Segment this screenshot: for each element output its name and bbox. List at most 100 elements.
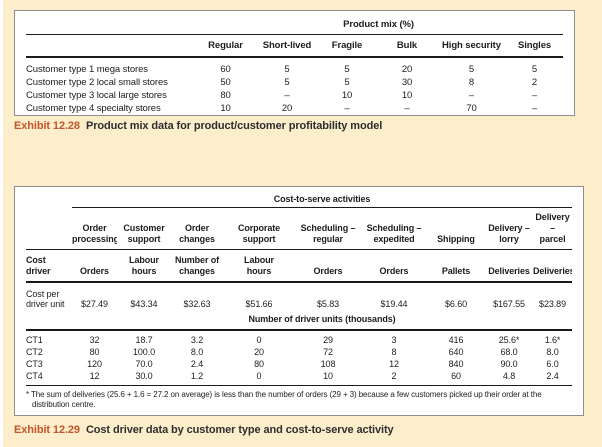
exhibit-caption-12-29: Exhibit 12.29 Cost driver data by custome… xyxy=(14,424,394,436)
value-cell: 10 xyxy=(220,103,231,114)
cost-to-serve-spanner: Cost-to-serve activities xyxy=(72,187,573,208)
cost-driver-unit: Orders xyxy=(295,249,361,283)
value-cell: 70 xyxy=(466,103,477,114)
value-cell: 416 xyxy=(448,335,464,345)
column-header: Regular xyxy=(194,34,257,58)
value-cell: $43.34 xyxy=(130,299,158,309)
cost-driver-unit: Deliveries xyxy=(485,249,533,283)
spanner-spacer xyxy=(26,11,194,35)
activity-header: Delivery – parcel xyxy=(533,207,573,250)
value-cell: 2.4 xyxy=(190,359,204,369)
table-row: CT2 80 100.0 8.0 20 72 8 640 68.0 8.0 xyxy=(26,346,572,358)
activity-header: Order changes xyxy=(171,207,223,250)
row-label: Customer type 3 local large stores xyxy=(26,90,167,101)
product-mix-table: Product mix (%) Regular Short-lived Frag… xyxy=(14,10,575,116)
table-row: Customer type 3 local large stores 80 – … xyxy=(26,89,563,102)
value-cell: 8.0 xyxy=(546,347,559,357)
cost-driver-unit: Number of changes xyxy=(171,249,223,283)
column-header: High security xyxy=(437,34,506,58)
cost-driver-label: Cost driver xyxy=(26,249,72,283)
value-cell: 50 xyxy=(220,77,231,88)
activity-header: Corporate support xyxy=(223,207,295,250)
cost-driver-unit: Orders xyxy=(72,249,117,283)
value-cell: 640 xyxy=(448,347,464,357)
value-cell: 5 xyxy=(344,64,350,75)
activity-header: Customer support xyxy=(117,207,171,250)
value-cell: 4.8 xyxy=(485,370,533,386)
cost-driver-unit: Pallets xyxy=(427,249,485,283)
product-mix-spanner: Product mix (%) xyxy=(194,11,564,35)
exhibit-number: Exhibit 12.28 xyxy=(14,120,80,132)
value-cell: 2 xyxy=(531,77,538,88)
value-cell: 12 xyxy=(72,370,117,386)
value-cell: – xyxy=(531,103,538,114)
row-label: CT1 xyxy=(26,335,43,345)
table-row: Customer type 2 local small stores 50 5 … xyxy=(26,76,563,89)
value-cell: – xyxy=(344,103,350,114)
activity-header: Shipping xyxy=(427,207,485,250)
value-cell: 20 xyxy=(401,64,413,75)
value-cell: 5 xyxy=(344,77,350,88)
value-cell: 5 xyxy=(531,64,538,75)
table-row: Cost per driver unit $27.49 $43.34 $32.6… xyxy=(26,282,572,310)
value-cell: 8.0 xyxy=(190,347,204,357)
row-label: CT4 xyxy=(26,370,72,386)
value-cell: 30.0 xyxy=(117,370,171,386)
value-cell: – xyxy=(468,90,475,101)
row-label: Customer type 4 specialty stores xyxy=(26,103,161,114)
value-cell: 5 xyxy=(284,77,290,88)
value-cell: 8 xyxy=(391,347,397,357)
column-header: Bulk xyxy=(377,34,437,58)
column-header: Singles xyxy=(506,34,564,58)
header-spacer xyxy=(26,207,72,250)
row-label: Cost per driver unit xyxy=(26,289,65,309)
table-row: CT4 12 30.0 1.2 0 10 2 60 4.8 2.4 xyxy=(26,370,573,386)
value-cell: 840 xyxy=(448,359,464,369)
value-cell: 3.2 xyxy=(190,335,204,345)
value-cell: 60 xyxy=(220,64,231,75)
value-cell: $51.66 xyxy=(245,299,273,309)
value-cell: – xyxy=(404,103,410,114)
cost-driver-unit: Deliveries xyxy=(533,249,573,283)
footnote-cell: * The sum of deliveries (25.6 + 1.6 = 27… xyxy=(26,386,572,411)
cost-driver-unit: Labour hours xyxy=(223,249,295,283)
row-label: Customer type 1 mega stores xyxy=(26,64,148,75)
value-cell: $23.89 xyxy=(539,299,566,309)
value-cell: 20 xyxy=(281,103,293,114)
value-cell: – xyxy=(284,90,290,101)
value-cell: 25.6* xyxy=(498,335,520,345)
value-cell: 80 xyxy=(254,359,264,369)
exhibit-title: Cost driver data by customer type and co… xyxy=(85,424,394,436)
row-label: CT3 xyxy=(26,359,43,369)
spanner-spacer xyxy=(26,310,72,331)
column-header: Short-lived xyxy=(257,34,317,58)
table-row: Customer type 4 specialty stores 10 20 –… xyxy=(26,102,563,115)
value-cell: 10 xyxy=(401,90,413,101)
value-cell: 0 xyxy=(223,370,295,386)
value-cell: $32.63 xyxy=(183,299,211,309)
value-cell: 80 xyxy=(89,347,100,357)
activity-header: Scheduling – regular xyxy=(295,207,361,250)
table-footnote: * The sum of deliveries (25.6 + 1.6 = 27… xyxy=(26,390,542,409)
activity-header: Scheduling – expedited xyxy=(361,207,427,250)
column-header: Fragile xyxy=(317,34,377,58)
exhibit-title: Product mix data for product/customer pr… xyxy=(85,120,383,132)
exhibit-number: Exhibit 12.29 xyxy=(14,424,80,436)
value-cell: 72 xyxy=(323,347,333,357)
value-cell: 29 xyxy=(323,335,333,345)
value-cell: $167.55 xyxy=(493,299,525,309)
activity-header: Delivery – lorry xyxy=(485,207,533,250)
table-row: CT1 32 18.7 3.2 0 29 3 416 25.6* 1.6* xyxy=(26,330,572,346)
value-cell: 5 xyxy=(468,64,475,75)
row-label: CT2 xyxy=(26,347,43,357)
value-cell: 18.7 xyxy=(135,335,153,345)
value-cell: $19.44 xyxy=(380,299,408,309)
value-cell: 10 xyxy=(341,90,353,101)
value-cell: 6.0 xyxy=(546,359,559,369)
value-cell: 20 xyxy=(254,347,264,357)
value-cell: 68.0 xyxy=(500,347,518,357)
value-cell: 2 xyxy=(361,370,427,386)
value-cell: 30 xyxy=(401,77,413,88)
cost-driver-unit: Orders xyxy=(361,249,427,283)
